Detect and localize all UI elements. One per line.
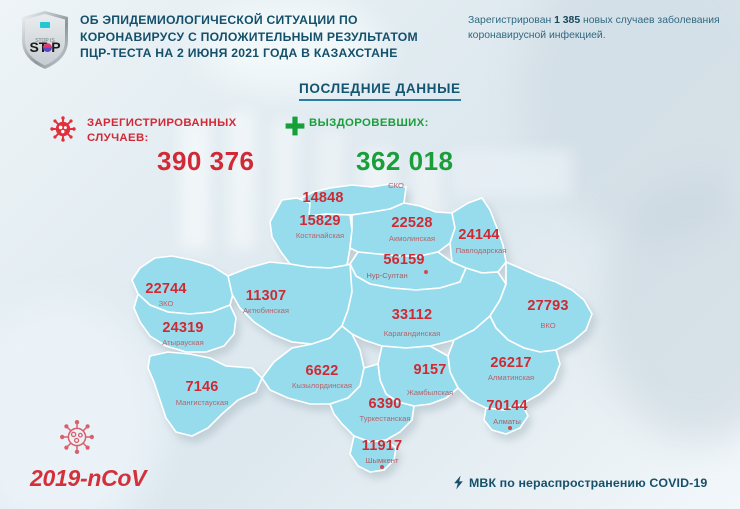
region-turkestan (328, 362, 415, 443)
stop-coronavirus-shield-logo: STOP IS ST P (22, 11, 68, 69)
region-value: 22528 (391, 215, 433, 231)
region-pavlodar (449, 197, 507, 274)
region-atyrau (133, 292, 237, 353)
region-vko (489, 260, 593, 353)
city-dot-marker (508, 426, 512, 430)
plus-icon (285, 116, 305, 136)
recovered-stat: ВЫЗДОРОВЕВШИХ: 362 018 (285, 116, 499, 176)
region-value: 6390 (368, 396, 402, 412)
region-name: ВКО (540, 321, 556, 330)
new-cases-note: Зарегистрирован 1 385 новых случаев забо… (468, 14, 726, 43)
region-almaty-city (483, 403, 529, 435)
region-name: Акмолинская (388, 234, 436, 243)
region-name: ЗКО (158, 299, 174, 308)
region-name: Актюбинская (242, 306, 290, 315)
region-name: Жамбылская (406, 388, 454, 397)
region-value: 15829 (299, 213, 341, 229)
registered-cases-label: ЗАРЕГИСТРИРОВАННЫХ СЛУЧАЕВ: (87, 117, 237, 144)
region-kyzylorda (261, 324, 365, 405)
footer-brand: МВК по нераспространению COVID-19 (453, 475, 707, 490)
region-name: Туркестанская (359, 414, 411, 423)
region-value: 7146 (185, 379, 219, 395)
region-karaganda (341, 263, 507, 349)
virus-icon (50, 116, 76, 142)
lightning-bolt-icon (454, 475, 463, 490)
region-value: 6622 (305, 363, 339, 379)
background-blur-shape (318, 130, 344, 250)
region-value: 22744 (145, 281, 187, 297)
region-mangystau (147, 351, 263, 437)
region-kostanay (269, 197, 353, 269)
region-value: 27793 (527, 298, 569, 314)
region-sko (296, 183, 407, 217)
region-name: Павлодарская (455, 246, 507, 255)
region-nursultan (349, 251, 468, 291)
region-name: Алматинская (487, 373, 535, 382)
region-value: 11917 (361, 438, 403, 454)
region-almaty-oblast (447, 314, 561, 411)
recovered-label: ВЫЗДОРОВЕВШИХ: (309, 117, 429, 129)
region-zko (131, 255, 235, 315)
region-value: 14848 (302, 190, 344, 206)
region-value: 33112 (391, 307, 433, 323)
city-name: Шымкент (365, 456, 399, 465)
svg-text:STOP IS: STOP IS (35, 38, 55, 44)
coronavirus-icon (60, 420, 94, 454)
region-value: 24319 (162, 320, 204, 336)
region-value: 24144 (458, 227, 500, 243)
city-name: Алматы (493, 417, 521, 426)
city-name: Нур-Султан (366, 271, 408, 280)
region-name: Мангистауская (175, 398, 229, 407)
footer-brand-text: МВК по нераспространению COVID-19 (469, 475, 708, 490)
page-title: ОБ ЭПИДЕМИОЛОГИЧЕСКОЙ СИТУАЦИИ ПО КОРОНА… (80, 13, 418, 60)
header: STOP IS ST P ОБ ЭПИДЕМИОЛОГИЧЕСКОЙ СИТУА… (0, 0, 740, 72)
region-zhambyl (377, 345, 459, 407)
registered-cases-stat: ЗАРЕГИСТРИРОВАННЫХ СЛУЧАЕВ: 390 376 (50, 116, 287, 176)
background-blur-shape (600, 180, 740, 440)
ncov-label: 2019-nCoV (30, 465, 147, 491)
map-regions-group (131, 183, 593, 473)
city-dot-marker (380, 465, 384, 469)
region-name: СКО (388, 181, 404, 190)
region-aktobe (227, 261, 357, 345)
region-value: 9157 (413, 362, 447, 378)
latest-data-heading: ПОСЛЕДНИЕ ДАННЫЕ (299, 81, 461, 101)
registered-cases-value: 390 376 (157, 146, 255, 176)
region-value: 26217 (490, 355, 532, 371)
region-shymkent (349, 434, 397, 473)
region-value: 11307 (245, 288, 287, 304)
city-dot-marker (424, 270, 428, 274)
recovered-value: 362 018 (356, 146, 454, 176)
region-name: Костанайская (295, 231, 345, 240)
region-value: 70144 (486, 398, 528, 414)
new-cases-value: 1 385 (554, 15, 581, 26)
region-name: Кызылординская (291, 381, 353, 390)
region-name: Атырауская (162, 338, 204, 347)
background-blur-shape (452, 150, 572, 196)
new-cases-prefix: Зарегистрирован (468, 15, 555, 26)
region-value: 56159 (383, 252, 425, 268)
region-name: Карагандинская (383, 329, 441, 338)
region-akmola (349, 202, 456, 257)
new-cases-suffix: новых случаев заболевания коронавирусной… (468, 15, 720, 41)
